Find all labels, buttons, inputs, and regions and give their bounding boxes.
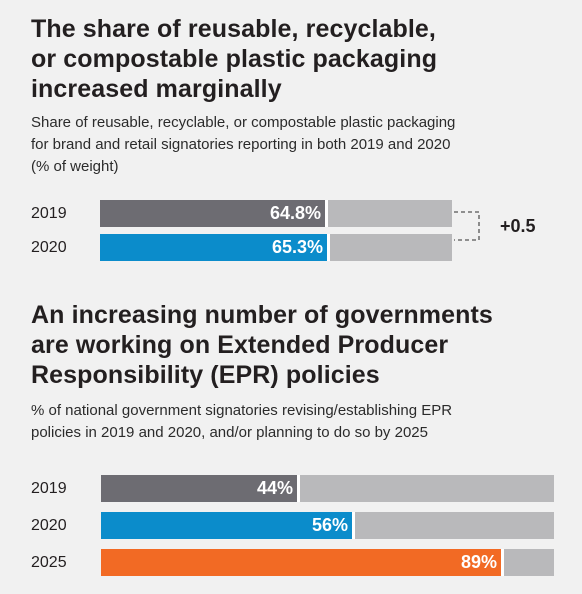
chart-1-title-line: increased marginally <box>31 75 282 103</box>
bar-track: 64.8% <box>100 200 452 227</box>
bar-track: 65.3% <box>100 234 452 261</box>
bar-fill <box>101 512 355 539</box>
change-bracket <box>454 211 480 241</box>
bar-value-label: 44% <box>256 478 293 498</box>
chart-2-subtitle: % of national government signatories rev… <box>31 400 452 444</box>
bar-fill <box>101 549 504 576</box>
bar-value-label: 89% <box>460 552 497 572</box>
bar-category-label: 2020 <box>31 516 67 534</box>
chart-2-title-line: Responsibility (EPR) policies <box>31 361 380 389</box>
chart-1-subtitle-line: for brand and retail signatories reporti… <box>31 136 451 153</box>
chart-1-title-line: The share of reusable, recyclable, <box>31 15 436 43</box>
bar-track: 56% <box>101 512 554 539</box>
bar-category-label: 2020 <box>31 238 67 256</box>
chart-1-subtitle-line: (% of weight) <box>31 158 119 175</box>
bar-fill <box>100 234 330 261</box>
bar-track: 44% <box>101 475 554 502</box>
bar-value-label: 65.3% <box>271 237 323 257</box>
chart-2-subtitle-line: policies in 2019 and 2020, and/or planni… <box>31 424 428 441</box>
bar-category-label: 2019 <box>31 479 67 497</box>
chart-1-title-line: or compostable plastic packaging <box>31 45 438 73</box>
change-annotation: +0.5 <box>500 216 536 236</box>
chart-1-subtitle: Share of reusable, recyclable, or compos… <box>31 112 455 178</box>
bar-fill <box>101 475 300 502</box>
chart-1-title: The share of reusable, recyclable, or co… <box>31 14 437 104</box>
bar-category-label: 2025 <box>31 553 67 571</box>
bar-fill <box>100 200 328 227</box>
chart-2-title: An increasing number of governments are … <box>31 300 493 390</box>
chart-2-title-line: are working on Extended Producer <box>31 331 449 359</box>
bar-value-label: 56% <box>311 515 348 535</box>
chart-2-subtitle-line: % of national government signatories rev… <box>31 402 453 419</box>
bar-value-label: 64.8% <box>269 203 321 223</box>
chart-2-title-line: An increasing number of governments <box>31 301 493 329</box>
chart-1-subtitle-line: Share of reusable, recyclable, or compos… <box>31 114 456 131</box>
bar-category-label: 2019 <box>31 204 67 222</box>
bar-track: 89% <box>101 549 554 576</box>
